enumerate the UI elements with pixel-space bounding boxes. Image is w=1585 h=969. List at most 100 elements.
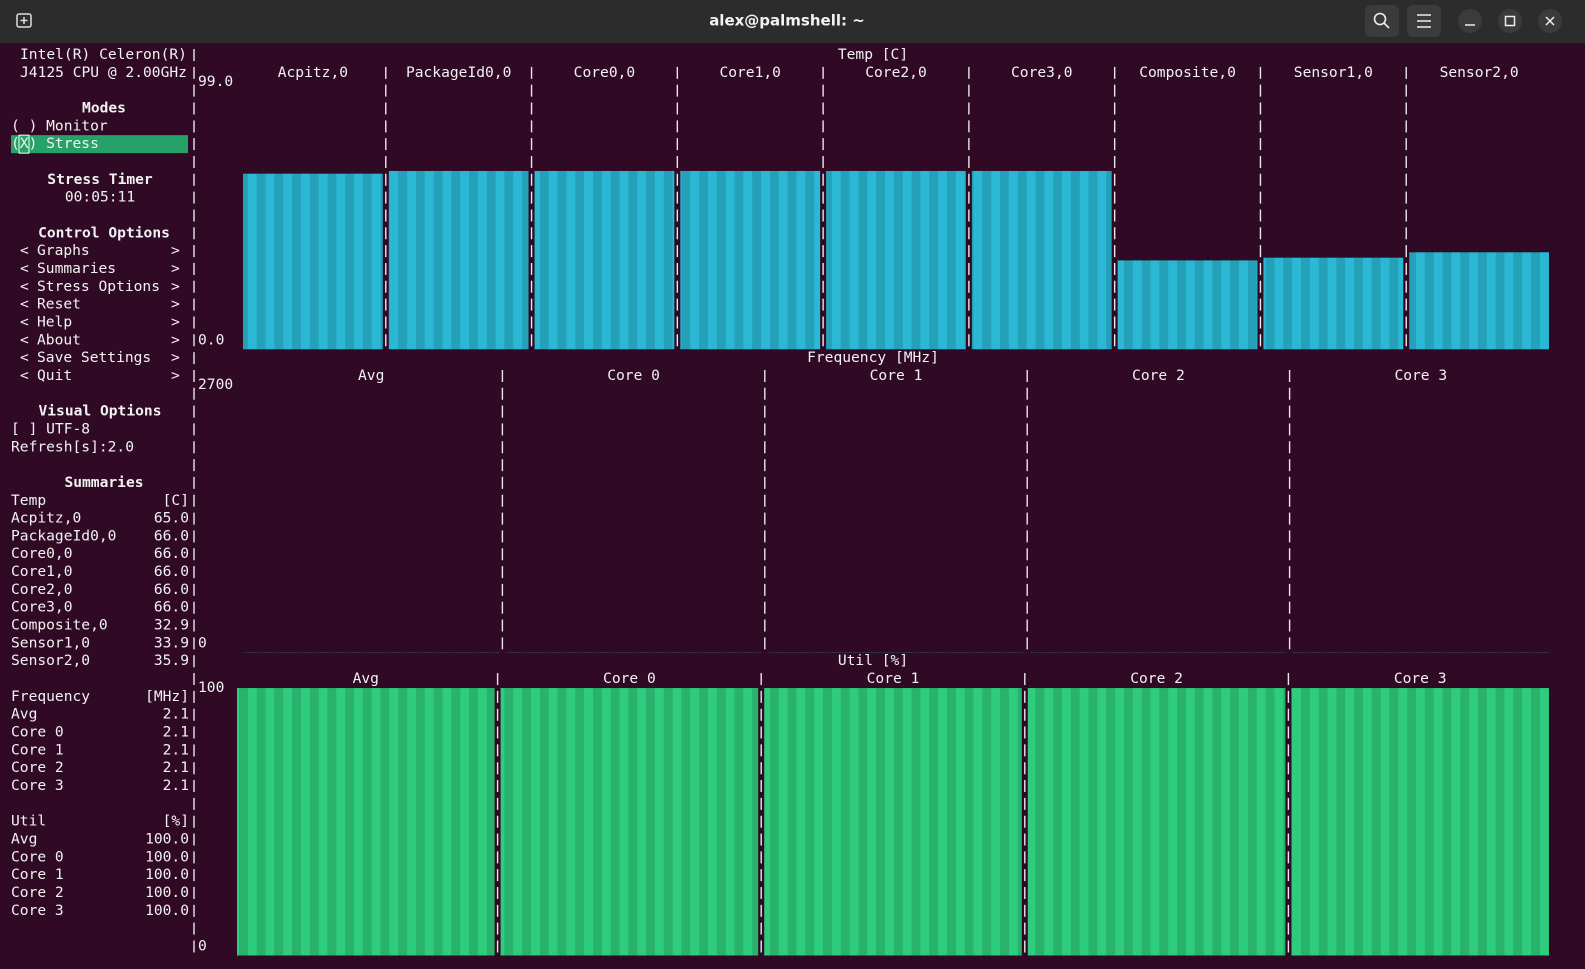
menu-bracket[interactable]: <: [20, 331, 29, 348]
bar: [243, 173, 383, 350]
menu-bracket[interactable]: <: [20, 367, 29, 384]
bar: [1291, 688, 1549, 956]
menu-bracket[interactable]: <: [20, 260, 29, 277]
summary-value: 66.0: [154, 599, 189, 616]
summary-label: Core 2: [11, 884, 64, 901]
summary-label: Core 1: [11, 741, 64, 758]
summary-label: Core2,0: [11, 581, 73, 598]
summary-label: Core 0: [11, 848, 64, 865]
mode-option[interactable]: (X) Stress: [11, 135, 99, 152]
section-title: Modes: [82, 99, 126, 116]
bar: [680, 170, 821, 350]
summary-value: 100.0: [145, 848, 189, 865]
bar: [534, 170, 675, 350]
menu-bracket[interactable]: <: [20, 313, 29, 330]
summary-label: Core 1: [11, 866, 64, 883]
visual-option[interactable]: Refresh[s]:2.0: [11, 438, 134, 455]
summary-value: 2.1: [163, 759, 189, 776]
menu-bracket[interactable]: <: [20, 278, 29, 295]
menu-item[interactable]: Graphs: [37, 242, 90, 259]
menu-bracket[interactable]: <: [20, 242, 29, 259]
menu-item[interactable]: About: [37, 331, 81, 348]
stress-timer: 00:05:11: [65, 189, 135, 206]
bar: [1027, 688, 1286, 956]
menu-bracket[interactable]: >: [171, 242, 180, 259]
graph-title: Util [%]: [838, 652, 908, 669]
minimize-button[interactable]: [1458, 9, 1482, 33]
bar: [1409, 252, 1549, 350]
cpu-name: Intel(R) Celeron(R): [20, 46, 187, 63]
y-tick-label: 100: [198, 679, 224, 696]
button-bg: [1498, 9, 1522, 33]
menu-bracket[interactable]: >: [171, 331, 180, 348]
section-title: Visual Options: [38, 403, 161, 420]
title-bar: [0, 0, 1585, 43]
menu-bracket[interactable]: >: [171, 296, 180, 313]
menu-bracket[interactable]: >: [171, 367, 180, 384]
menu-item[interactable]: Summaries: [37, 260, 116, 277]
summary-value: 66.0: [154, 527, 189, 544]
summary-header: Frequency: [11, 688, 90, 705]
search-button[interactable]: [1365, 5, 1399, 37]
cpu-name: J4125 CPU @ 2.00GHz: [20, 64, 187, 81]
summary-value: 33.9: [154, 634, 189, 651]
window-title: alex@palmshell: ~: [709, 12, 865, 30]
new-tab-button[interactable]: [12, 9, 37, 33]
menu-button[interactable]: [1407, 5, 1441, 37]
panel-label: Sensor1,0: [1294, 64, 1373, 81]
section-title: Control Options: [38, 224, 170, 241]
summary-value: 100.0: [145, 902, 189, 919]
summary-label: Composite,0: [11, 617, 108, 634]
menu-item[interactable]: Help: [37, 313, 72, 330]
summary-label: Sensor2,0: [11, 652, 90, 669]
graph-title: Frequency [MHz]: [807, 349, 939, 366]
panel-label: Core 2: [1132, 367, 1185, 384]
panel-label: Core 1: [870, 367, 923, 384]
summary-value: 2.1: [163, 706, 189, 723]
icon: [20, 17, 28, 24]
menu-item[interactable]: Save Settings: [37, 349, 151, 366]
summary-label: Core0,0: [11, 545, 73, 562]
panel-label: Core0,0: [574, 64, 636, 81]
summary-value: 32.9: [154, 617, 189, 634]
summary-value: 2.1: [163, 724, 189, 741]
icon: [16, 13, 32, 28]
summary-label: Core 0: [11, 724, 64, 741]
panel-label: Core2,0: [865, 64, 927, 81]
close-button[interactable]: [1538, 9, 1562, 33]
summary-value: 66.0: [154, 563, 189, 580]
summary-value: 66.0: [154, 545, 189, 562]
bar: [826, 170, 966, 350]
panel-label: Core3,0: [1011, 64, 1073, 81]
bar: [971, 170, 1112, 350]
menu-bracket[interactable]: <: [20, 349, 29, 366]
visual-option[interactable]: [ ] UTF-8: [11, 420, 90, 437]
y-tick-label: 2700: [198, 376, 233, 393]
menu-bracket[interactable]: >: [171, 260, 180, 277]
icon: [1545, 16, 1555, 26]
summary-value: 65.0: [154, 510, 189, 527]
bar: [388, 170, 529, 350]
maximize-button[interactable]: [1498, 9, 1522, 33]
summary-label: Acpitz,0: [11, 510, 81, 527]
menu-item[interactable]: Reset: [37, 296, 81, 313]
panel-label: Core 0: [603, 670, 656, 687]
menu-item[interactable]: Quit: [37, 367, 72, 384]
summary-value: 2.1: [163, 777, 189, 794]
summary-label: Core 3: [11, 902, 64, 919]
bar: [1117, 260, 1258, 350]
icon: [1373, 12, 1387, 26]
menu-item[interactable]: Stress Options: [37, 278, 160, 295]
panel-label: Core 0: [607, 367, 660, 384]
panel-label: Composite,0: [1139, 64, 1236, 81]
menu-bracket[interactable]: >: [171, 278, 180, 295]
mode-option[interactable]: ( ) Monitor: [11, 117, 108, 134]
panel-label: Avg: [353, 670, 379, 687]
menu-bracket[interactable]: >: [171, 349, 180, 366]
menu-bracket[interactable]: <: [20, 296, 29, 313]
summary-unit: [C]: [163, 492, 189, 509]
mode-highlight: [11, 135, 188, 154]
summary-unit: [MHz]: [145, 688, 189, 705]
menu-bracket[interactable]: >: [171, 313, 180, 330]
summary-unit: [%]: [163, 813, 189, 830]
